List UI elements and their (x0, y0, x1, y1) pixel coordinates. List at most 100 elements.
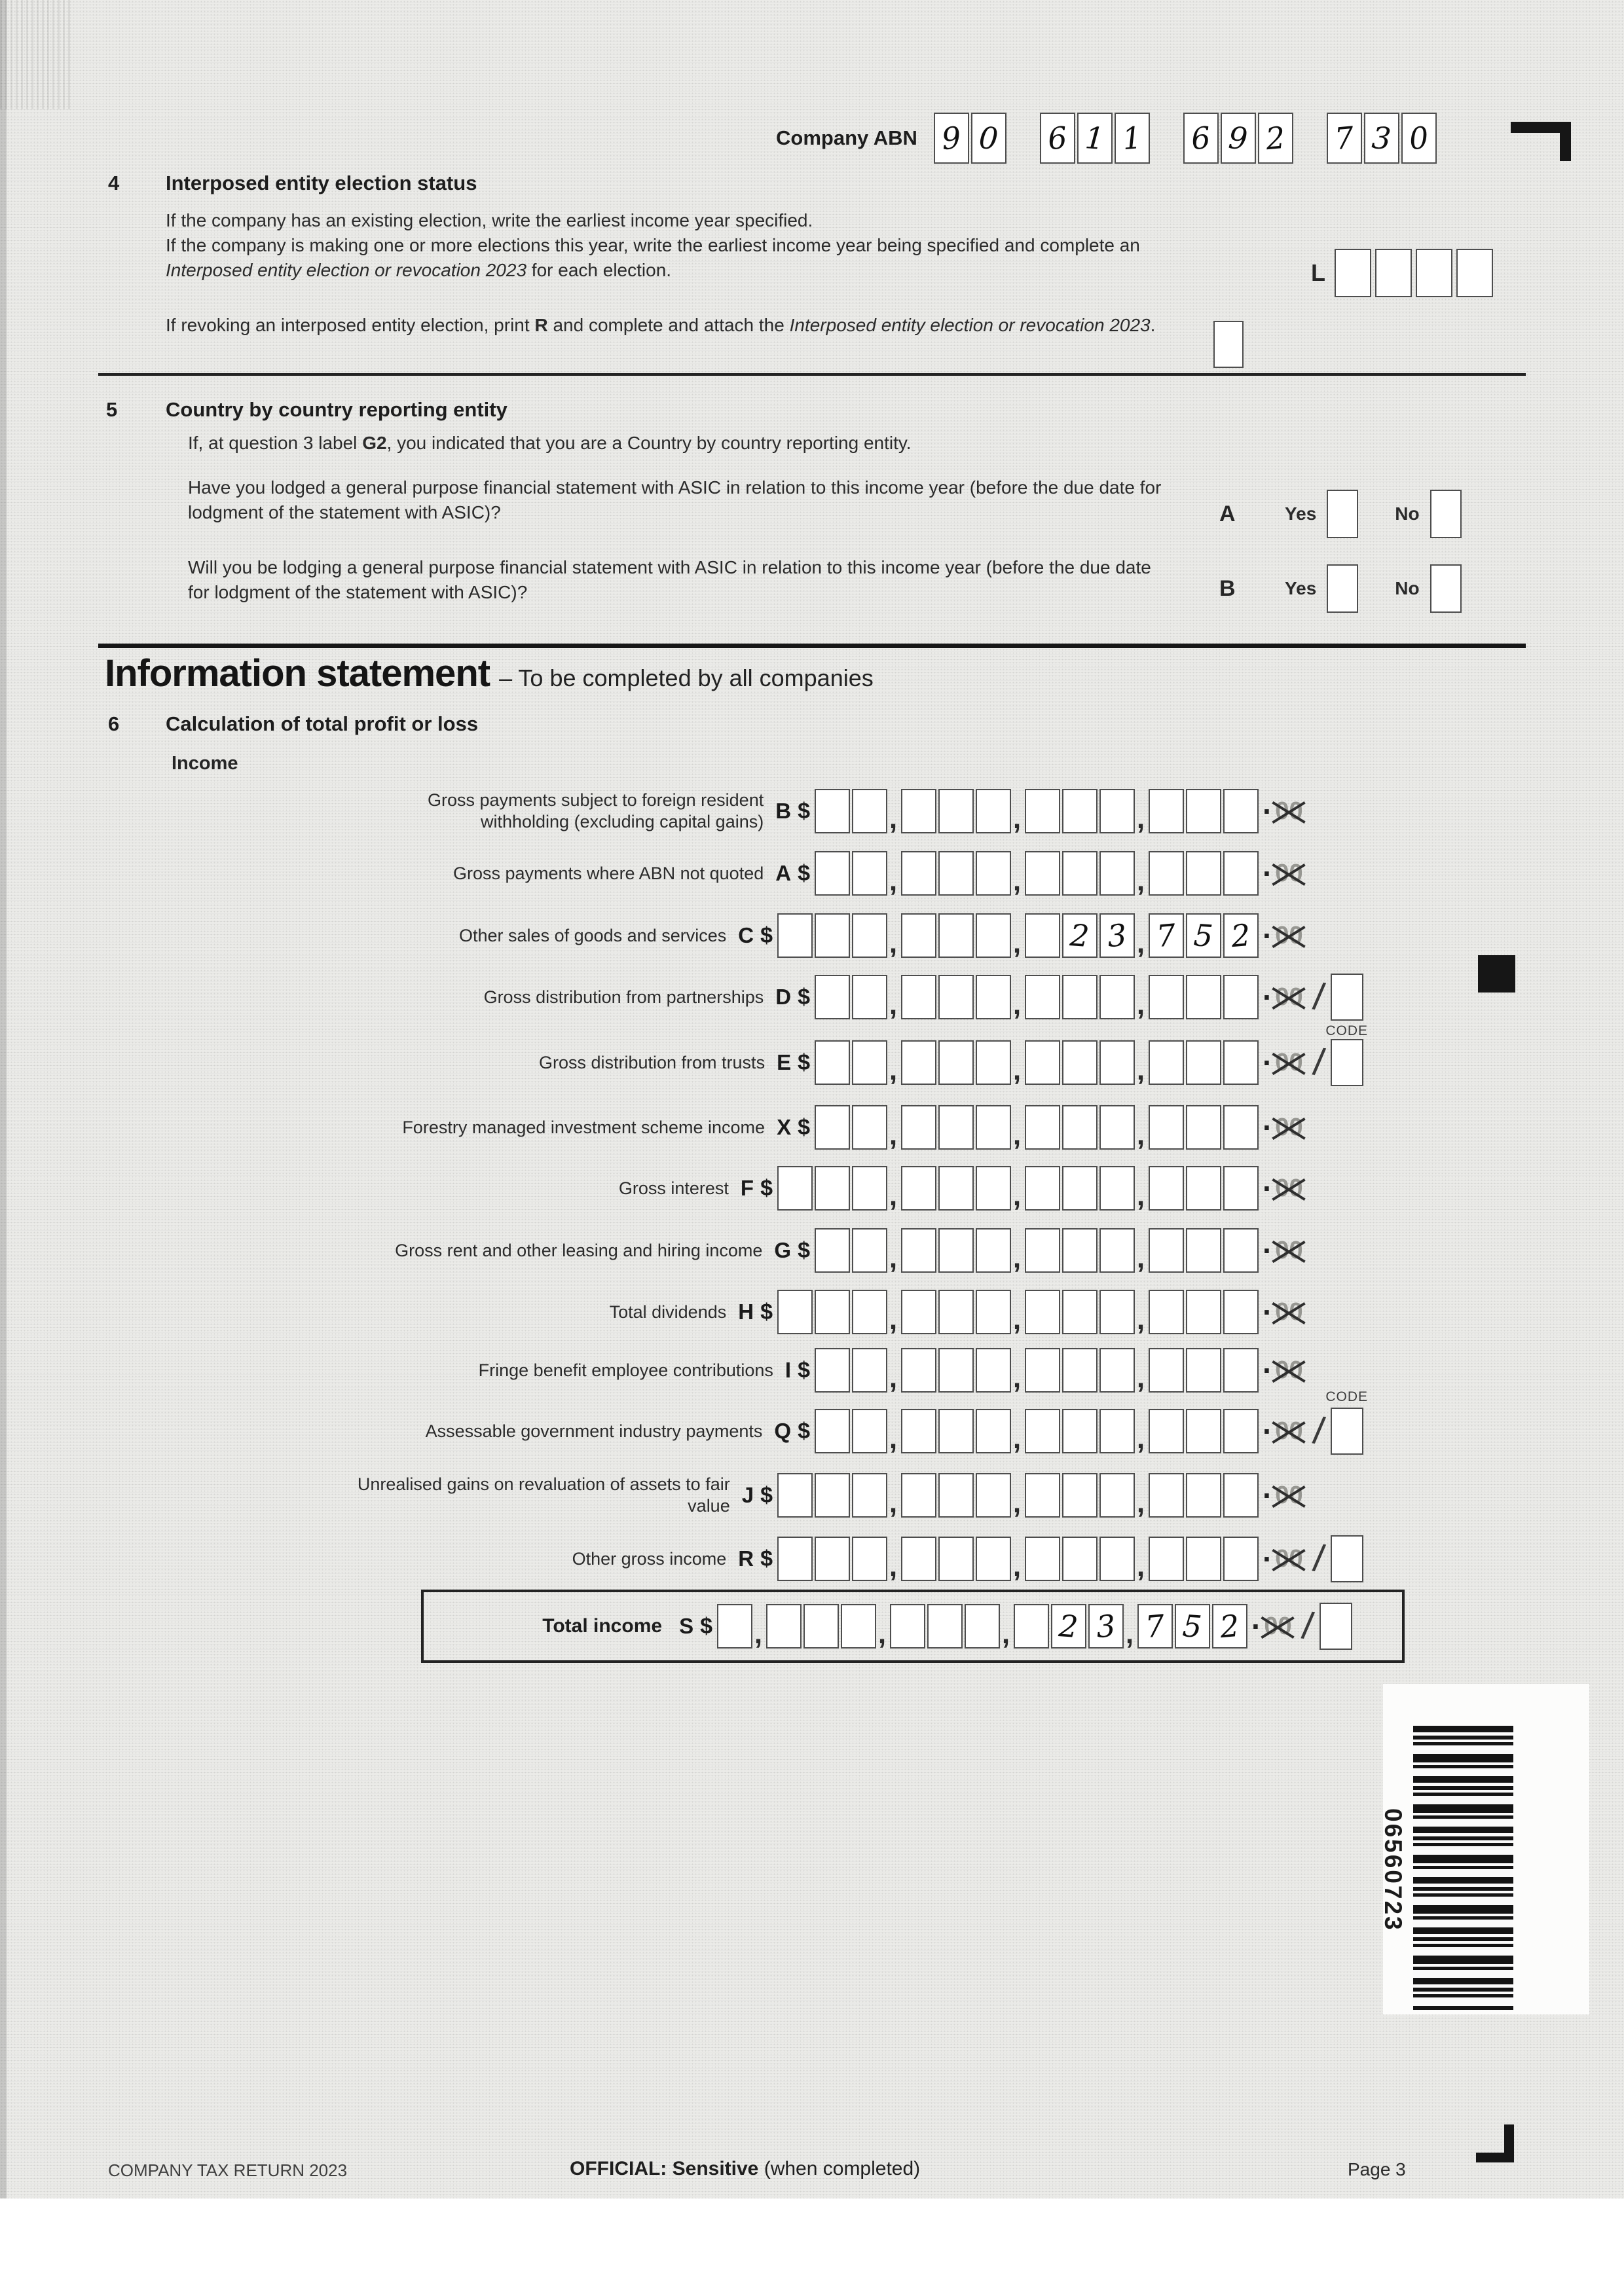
digit-box[interactable] (1186, 1290, 1221, 1334)
digit-box[interactable] (1025, 913, 1060, 958)
digit-box[interactable] (766, 1604, 802, 1649)
digit-box[interactable]: 7 (1149, 913, 1184, 958)
abn-digit-box[interactable]: 1 (1114, 113, 1150, 164)
year-digit-box[interactable] (1456, 249, 1493, 297)
digit-box[interactable] (815, 1040, 850, 1085)
yes-checkbox[interactable] (1327, 564, 1359, 613)
digit-box[interactable] (890, 1604, 925, 1649)
revocation-print-R-box[interactable] (1213, 321, 1244, 368)
digit-box[interactable] (976, 1409, 1011, 1453)
digit-box[interactable] (1014, 1604, 1049, 1649)
digit-box[interactable] (927, 1604, 963, 1649)
no-checkbox[interactable] (1430, 564, 1462, 613)
digit-box[interactable] (901, 1290, 936, 1334)
digit-box[interactable] (717, 1604, 752, 1649)
digit-box[interactable] (852, 789, 887, 833)
digit-box[interactable] (1099, 1105, 1135, 1150)
digit-box[interactable] (815, 1409, 850, 1453)
digit-box[interactable] (1223, 1040, 1259, 1085)
digit-box[interactable] (1186, 789, 1221, 833)
digit-box[interactable] (976, 1105, 1011, 1150)
digit-box[interactable] (938, 1040, 974, 1085)
year-digit-box[interactable] (1335, 249, 1371, 297)
digit-box[interactable] (1223, 1537, 1259, 1581)
digit-box[interactable] (938, 1290, 974, 1334)
digit-box[interactable] (976, 1537, 1011, 1581)
digit-box[interactable] (1186, 1348, 1221, 1393)
digit-box[interactable] (938, 1409, 974, 1453)
digit-box[interactable] (1149, 1409, 1184, 1453)
abn-digit-box[interactable]: 1 (1077, 113, 1113, 164)
digit-box[interactable] (1223, 789, 1259, 833)
digit-box[interactable] (901, 1040, 936, 1085)
abn-digit-box[interactable]: 6 (1183, 113, 1219, 164)
digit-box[interactable] (976, 789, 1011, 833)
digit-box[interactable] (1223, 975, 1259, 1019)
digit-box[interactable] (1099, 851, 1135, 896)
digit-box[interactable] (852, 1537, 887, 1581)
digit-box[interactable] (1025, 1473, 1060, 1518)
abn-digit-box[interactable]: 9 (933, 113, 969, 164)
digit-box[interactable] (1025, 851, 1060, 896)
digit-box[interactable] (1025, 789, 1060, 833)
digit-box[interactable]: 5 (1175, 1604, 1210, 1649)
digit-box[interactable] (1062, 1537, 1098, 1581)
digit-box[interactable] (1099, 1166, 1135, 1211)
digit-box[interactable] (777, 1537, 813, 1581)
digit-box[interactable] (1062, 789, 1098, 833)
digit-box[interactable] (852, 913, 887, 958)
digit-box[interactable] (976, 1290, 1011, 1334)
digit-box[interactable] (1025, 1040, 1060, 1085)
digit-box[interactable] (901, 1166, 936, 1211)
digit-box[interactable] (815, 1290, 850, 1334)
digit-box[interactable] (1186, 851, 1221, 896)
digit-box[interactable] (1062, 851, 1098, 896)
digit-box[interactable] (777, 1166, 813, 1211)
digit-box[interactable] (1062, 1105, 1098, 1150)
digit-box[interactable]: 3 (1088, 1604, 1124, 1649)
digit-box[interactable] (1099, 1348, 1135, 1393)
digit-box[interactable] (1099, 1537, 1135, 1581)
digit-box[interactable] (976, 851, 1011, 896)
digit-box[interactable] (852, 1473, 887, 1518)
digit-box[interactable] (1186, 1473, 1221, 1518)
year-digit-box[interactable] (1416, 249, 1452, 297)
digit-box[interactable] (976, 975, 1011, 1019)
digit-box[interactable]: 2 (1223, 913, 1259, 958)
yes-checkbox[interactable] (1327, 490, 1359, 538)
digit-box[interactable] (976, 1473, 1011, 1518)
digit-box[interactable] (815, 1228, 850, 1273)
digit-box[interactable] (1186, 1166, 1221, 1211)
digit-box[interactable] (976, 1348, 1011, 1393)
digit-box[interactable] (815, 1348, 850, 1393)
digit-box[interactable] (938, 1537, 974, 1581)
digit-box[interactable] (1149, 1105, 1184, 1150)
digit-box[interactable] (852, 1166, 887, 1211)
digit-box[interactable] (901, 1348, 936, 1393)
digit-box[interactable] (1062, 1228, 1098, 1273)
digit-box[interactable] (938, 1166, 974, 1211)
abn-digit-box[interactable]: 2 (1257, 113, 1293, 164)
abn-digit-box[interactable]: 0 (970, 113, 1006, 164)
digit-box[interactable] (1062, 1040, 1098, 1085)
no-checkbox[interactable] (1430, 490, 1462, 538)
digit-box[interactable] (1099, 789, 1135, 833)
digit-box[interactable]: 2 (1212, 1604, 1247, 1649)
abn-digit-box[interactable]: 6 (1039, 113, 1075, 164)
digit-box[interactable] (1099, 1290, 1135, 1334)
digit-box[interactable] (901, 1473, 936, 1518)
digit-box[interactable] (1149, 1473, 1184, 1518)
digit-box[interactable] (1062, 1348, 1098, 1393)
digit-box[interactable] (852, 1228, 887, 1273)
digit-box[interactable] (852, 1290, 887, 1334)
digit-box[interactable] (1025, 1537, 1060, 1581)
abn-digit-box[interactable]: 9 (1220, 113, 1256, 164)
digit-box[interactable] (1062, 975, 1098, 1019)
digit-box[interactable] (1223, 1348, 1259, 1393)
digit-box[interactable] (852, 851, 887, 896)
code-box[interactable] (1319, 1603, 1352, 1650)
digit-box[interactable] (938, 1473, 974, 1518)
digit-box[interactable] (901, 1228, 936, 1273)
digit-box[interactable] (976, 913, 1011, 958)
digit-box[interactable] (815, 1166, 850, 1211)
